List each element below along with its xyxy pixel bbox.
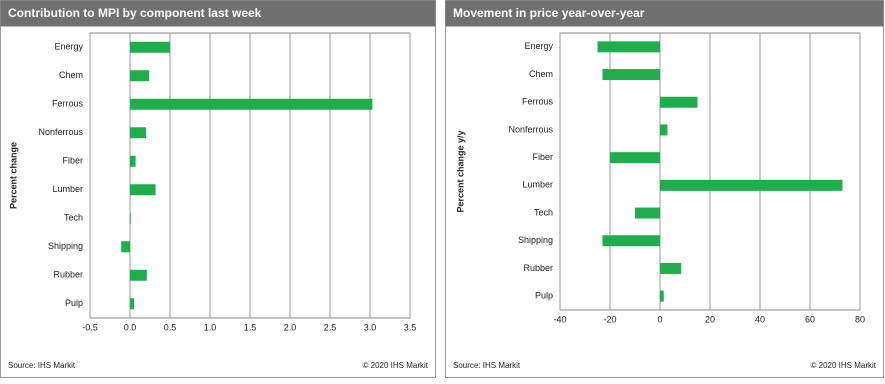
y-tick-label: Ferrous bbox=[522, 97, 554, 107]
x-tick-label: 20 bbox=[705, 314, 715, 324]
y-tick-label: Energy bbox=[524, 41, 553, 51]
chart-title: Contribution to MPI by component last we… bbox=[8, 6, 262, 20]
y-tick-label: Fiber bbox=[532, 152, 553, 162]
x-tick-label: 80 bbox=[855, 314, 865, 324]
x-tick-label: 0 bbox=[657, 314, 662, 324]
x-tick-label: 0.0 bbox=[124, 322, 137, 332]
y-tick-label: Chem bbox=[59, 70, 83, 80]
bar bbox=[660, 96, 698, 108]
bar bbox=[610, 152, 660, 164]
bar bbox=[602, 69, 660, 81]
y-tick-label: Nonferrous bbox=[38, 127, 83, 137]
bar bbox=[130, 98, 373, 110]
y-tick-label: Lumber bbox=[522, 180, 553, 190]
y-tick-label: Shipping bbox=[48, 241, 83, 251]
bar bbox=[121, 241, 130, 253]
x-tick-label: 2.0 bbox=[284, 322, 297, 332]
y-axis-label: Percent change bbox=[8, 142, 18, 209]
x-tick-label: -20 bbox=[603, 314, 616, 324]
bar bbox=[660, 179, 843, 191]
y-tick-label: Shipping bbox=[518, 235, 553, 245]
x-tick-label: -40 bbox=[553, 314, 566, 324]
bar bbox=[130, 212, 131, 224]
panel-header bbox=[445, 0, 884, 27]
bar bbox=[660, 262, 682, 274]
x-tick-label: 3.0 bbox=[364, 322, 377, 332]
y-tick-label: Rubber bbox=[53, 270, 83, 280]
x-tick-label: 1.0 bbox=[204, 322, 217, 332]
x-tick-label: 2.5 bbox=[324, 322, 337, 332]
bar bbox=[602, 235, 660, 247]
copyright: © 2020 IHS Markit bbox=[811, 361, 877, 370]
panel-header bbox=[0, 0, 436, 27]
y-tick-label: Pulp bbox=[65, 298, 83, 308]
y-axis-label: Percent change y/y bbox=[455, 130, 465, 212]
y-tick-label: Chem bbox=[529, 69, 553, 79]
y-tick-label: Ferrous bbox=[52, 99, 84, 109]
x-tick-label: 1.5 bbox=[244, 322, 257, 332]
bar bbox=[660, 290, 664, 302]
chart-title: Movement in price year-over-year bbox=[453, 6, 645, 20]
y-tick-label: Rubber bbox=[523, 263, 553, 273]
y-tick-label: Nonferrous bbox=[508, 124, 553, 134]
bar bbox=[130, 298, 134, 310]
bar bbox=[130, 41, 170, 53]
y-tick-label: Tech bbox=[64, 213, 83, 223]
x-tick-label: 60 bbox=[805, 314, 815, 324]
bar bbox=[597, 41, 660, 53]
y-tick-label: Fiber bbox=[62, 156, 83, 166]
x-tick-label: -0.5 bbox=[82, 322, 98, 332]
source: Source: IHS Markit bbox=[453, 361, 521, 370]
bar bbox=[130, 127, 146, 139]
x-tick-label: 3.5 bbox=[404, 322, 417, 332]
y-tick-label: Pulp bbox=[535, 291, 553, 301]
y-tick-label: Tech bbox=[534, 207, 553, 217]
bar bbox=[660, 124, 668, 136]
bar bbox=[130, 155, 136, 167]
copyright: © 2020 IHS Markit bbox=[363, 361, 429, 370]
source: Source: IHS Markit bbox=[8, 361, 76, 370]
x-tick-label: 0.5 bbox=[164, 322, 177, 332]
x-tick-label: 40 bbox=[755, 314, 765, 324]
bar bbox=[635, 207, 660, 219]
bar bbox=[130, 184, 156, 196]
bar bbox=[130, 269, 147, 281]
y-tick-label: Lumber bbox=[52, 184, 83, 194]
y-tick-label: Energy bbox=[54, 42, 83, 52]
bar bbox=[130, 70, 150, 82]
